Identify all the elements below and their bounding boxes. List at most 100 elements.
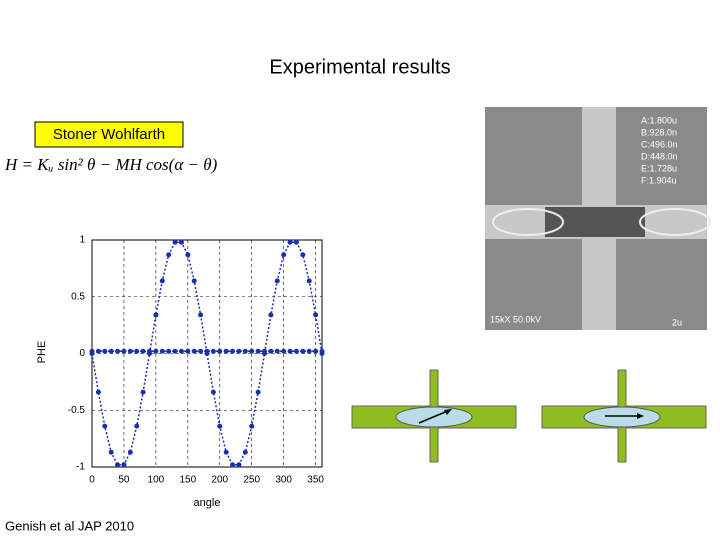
- x-tick-label: 50: [118, 475, 130, 486]
- data-point: [198, 348, 204, 354]
- data-point: [223, 348, 229, 354]
- data-point: [127, 449, 133, 455]
- sem-measurement: D:448.0n: [641, 151, 678, 161]
- citation: Genish et al JAP 2010: [5, 518, 134, 533]
- data-point: [191, 348, 197, 354]
- x-axis-label: angle: [194, 497, 221, 509]
- data-point: [262, 348, 267, 354]
- data-point: [95, 348, 101, 354]
- y-tick-label: 1: [79, 235, 85, 246]
- x-tick-label: 200: [211, 475, 228, 486]
- data-point: [274, 278, 280, 284]
- label-box: [34, 121, 184, 148]
- data-point: [217, 423, 223, 429]
- y-tick-label: 0.5: [71, 291, 85, 302]
- data-point: [115, 462, 121, 468]
- sem-measurement: F:1.904u: [641, 175, 677, 185]
- data-point: [108, 348, 114, 354]
- chart: 1 0.5 0 -0.5 -1 0 50 100 150 200 250 300 350: [68, 235, 325, 486]
- data-point: [249, 348, 255, 354]
- formula: H = Kᵤ sin² θ − MH cos(α − θ): [4, 155, 218, 174]
- y-axis-label: PHE: [36, 341, 48, 364]
- data-point: [274, 348, 280, 354]
- sem-info: 15kX 50.0kV: [490, 314, 541, 324]
- data-point: [102, 423, 108, 429]
- data-point: [134, 423, 140, 429]
- sem-measurement: C:496.0n: [641, 139, 678, 149]
- data-point: [166, 252, 172, 258]
- data-point: [268, 312, 274, 318]
- label-text: Stoner Wohlfarth: [53, 126, 165, 143]
- data-point: [281, 348, 287, 354]
- data-point: [293, 348, 299, 354]
- sem-measurement: B:928.0n: [641, 127, 677, 137]
- data-point: [230, 462, 236, 468]
- magnet: [583, 406, 661, 428]
- data-point: [178, 239, 184, 245]
- data-point: [147, 348, 152, 354]
- y-tick-label: -0.5: [68, 405, 86, 416]
- sem-center: [545, 207, 645, 237]
- data-point: [242, 449, 248, 455]
- data-point: [300, 348, 306, 354]
- data-point: [300, 252, 306, 258]
- data-point: [236, 462, 242, 468]
- x-tick-label: 100: [148, 475, 165, 486]
- arrow: [418, 409, 451, 424]
- data-point: [255, 389, 261, 395]
- y-tick-label: 0: [79, 348, 85, 359]
- data-point: [230, 348, 236, 354]
- data-point: [172, 348, 178, 354]
- data-point: [95, 389, 101, 395]
- data-point: [121, 462, 127, 468]
- data-point: [140, 348, 146, 354]
- data-point: [89, 348, 95, 354]
- data-point: [313, 312, 319, 318]
- data-point: [249, 423, 255, 429]
- data-point: [236, 348, 242, 354]
- data-point: [172, 239, 178, 245]
- data-point: [287, 239, 293, 245]
- arrow-head: [444, 409, 452, 415]
- data-point: [268, 348, 274, 354]
- y-tick-label: -1: [76, 462, 85, 473]
- data-point: [153, 312, 159, 318]
- x-tick-label: 250: [243, 475, 260, 486]
- device-diagram: [541, 369, 707, 463]
- data-point: [255, 348, 261, 354]
- data-point: [166, 348, 172, 354]
- data-point: [306, 348, 312, 354]
- data-point: [223, 449, 229, 455]
- data-point: [313, 348, 319, 354]
- data-point: [198, 312, 204, 318]
- data-point: [242, 348, 248, 354]
- arrow-head: [637, 413, 644, 419]
- data-point: [159, 348, 165, 354]
- data-point: [153, 348, 159, 354]
- data-point: [287, 348, 293, 354]
- data-point: [102, 348, 108, 354]
- sem-measurement: A:1.800u: [641, 115, 677, 125]
- x-tick-label: 350: [307, 475, 324, 486]
- sem-scale: 2u: [672, 317, 682, 327]
- sem-measurement: E:1.728u: [641, 163, 677, 173]
- data-point: [191, 278, 197, 284]
- data-point: [204, 348, 210, 354]
- data-point: [210, 348, 216, 354]
- data-point: [210, 389, 216, 395]
- data-point: [140, 389, 146, 395]
- data-point: [185, 348, 191, 354]
- data-point: [293, 239, 299, 245]
- data-point: [178, 348, 184, 354]
- data-point: [319, 348, 325, 354]
- x-tick-label: 0: [89, 475, 95, 486]
- data-point: [121, 348, 127, 354]
- x-tick-label: 300: [275, 475, 292, 486]
- data-point: [134, 348, 140, 354]
- data-point: [306, 278, 312, 284]
- sem-edge: [639, 208, 711, 236]
- data-point: [159, 278, 165, 284]
- device-diagram: [351, 369, 517, 463]
- sem-image: A:1.800u B:928.0n C:496.0n D:448.0n E:1.728u…: [485, 107, 711, 330]
